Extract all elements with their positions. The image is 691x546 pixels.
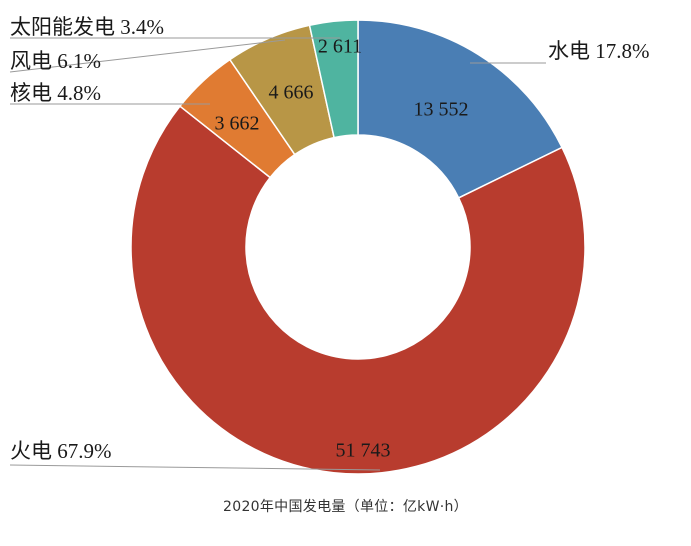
category-label-5: 太阳能发电 3.4% [10,15,164,39]
value-label-4: 4 666 [269,82,314,104]
chart-caption: 2020年中国发电量（单位：亿kW·h） [223,499,468,515]
slice-2 [130,105,586,475]
category-label-3: 核电 4.8% [10,81,101,105]
value-label-3: 3 662 [215,113,260,135]
slice-1 [357,19,564,199]
category-label-2: 火电 67.9% [10,439,112,463]
slice-5 [308,19,359,139]
leader-line-4 [9,39,286,73]
value-labels-group: 13 552 51 743 3 662 4 666 2 611 [215,36,469,462]
value-label-2: 51 743 [336,440,391,462]
leader-lines-group [9,37,546,471]
leader-line-2 [9,464,381,471]
category-label-4: 风电 6.1% [10,49,101,73]
category-label-1: 水电 17.8% [548,39,650,63]
value-label-5: 2 611 [318,36,362,58]
value-label-1: 13 552 [414,99,469,121]
category-labels-group: 水电 17.8% 火电 67.9% 核电 4.8% 风电 6.1% 太阳能发电 3.4% [10,15,650,463]
slices-group [130,19,586,475]
